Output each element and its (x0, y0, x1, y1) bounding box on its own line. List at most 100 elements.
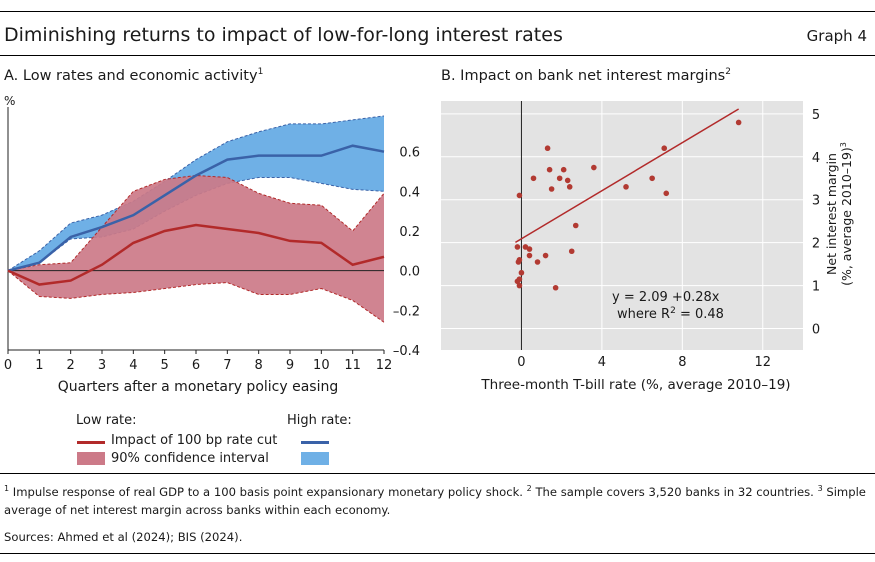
legend-band-label: 90% confidence interval (111, 451, 269, 466)
scatter-point (649, 175, 655, 182)
scatter-point (566, 184, 573, 190)
panel-a-x-tick-label: 4 (129, 358, 137, 373)
panel-a-x-tick-label: 1 (35, 358, 43, 373)
panel-b-y-axis-label: Net interest margin (%, average 2010–19)… (824, 142, 854, 286)
footnote-2-number: 2 (526, 484, 532, 493)
scatter-point (661, 145, 668, 152)
panel-a-title: A. Low rates and economic activity1 (4, 67, 263, 84)
panel-a-unit-label: % (4, 94, 15, 108)
scatter-point (542, 252, 549, 259)
panel-a-x-tick-label: 12 (376, 358, 393, 373)
graph-number: Graph 4 (806, 27, 867, 45)
scatter-point (514, 244, 521, 250)
panel-b-x-tick-label: 0 (517, 355, 525, 370)
high-rate-upper-bound (7, 115, 385, 272)
panel-a-chart: 0 1 2 3 4 5 6 7 8 9 10 11 12–0.4–0.20.00.20.40.6 (4, 107, 420, 373)
panel-a-x-tick-label: 10 (313, 358, 330, 373)
panel-b-x-tick-label: 4 (598, 355, 606, 370)
scatter-point (516, 282, 523, 289)
footnote-1: Impulse response of real GDP to a 100 ba… (9, 484, 527, 499)
scatter-point (544, 145, 551, 152)
footnote-1-number: 1 (4, 484, 10, 493)
scatter-point (572, 222, 579, 229)
scatter-point (518, 269, 525, 276)
legend-line-label: Impact of 100 bp rate cut (111, 433, 278, 448)
panel-b-x-tick-label: 12 (755, 355, 772, 370)
panel-a-x-tick-label: 9 (286, 358, 294, 373)
panel-b-plot-area (441, 101, 803, 350)
footnotes: 1 Impulse response of real GDP to a 100 … (4, 480, 870, 519)
legend-high-rate-header: High rate: (287, 413, 352, 428)
scatter-point (516, 276, 523, 282)
scatter-point (564, 177, 571, 184)
footnote-2: The sample covers 3,520 banks in 32 coun… (531, 484, 818, 499)
panel-b-title-text: B. Impact on bank net interest margins (441, 67, 726, 84)
footnote-rule (0, 473, 875, 474)
title-rule (0, 55, 875, 56)
footnote-3: Simple average of net interest margin ac… (4, 484, 866, 517)
panel-b-y-tick-label: 5 (812, 108, 820, 123)
panel-a-x-tick-label: 5 (161, 358, 169, 373)
scatter-point (568, 248, 575, 255)
panel-a-y-tick-label: 0.4 (399, 185, 420, 200)
panel-a-title-sup: 1 (257, 67, 264, 77)
panel-a-x-tick-label: 7 (223, 358, 231, 373)
footnote-3-number: 3 (817, 484, 823, 493)
panel-b-y-tick-label: 1 (812, 280, 820, 295)
panel-a-x-tick-label: 2 (67, 358, 75, 373)
regression-equation: y = 2.09 +0.28x where R2 = 0.48 (612, 290, 724, 322)
legend-low-line-swatch (77, 441, 105, 444)
panel-b-x-axis-label: Three-month T-bill rate (%, average 2010… (480, 377, 790, 393)
scatter-point (526, 252, 533, 259)
panel-a-y-tick-label: 0.0 (399, 265, 420, 280)
panel-a-title-text: A. Low rates and economic activity (4, 67, 258, 84)
panel-a-y-tick-label: 0.2 (399, 225, 420, 240)
panel-a-x-axis-label: Quarters after a monetary policy easing (58, 379, 338, 395)
panel-b-y-label-sup: 3 (839, 142, 848, 147)
panel-a-y-tick-label: 0.6 (399, 146, 420, 161)
panel-b-title: B. Impact on bank net interest margins2 (441, 67, 731, 84)
equation-line-2: where R2 = 0.48 (617, 306, 724, 322)
panel-a-x-tick-label: 0 (4, 358, 12, 373)
regression-line (515, 108, 740, 244)
equation-line-1: y = 2.09 +0.28x (612, 290, 720, 305)
scatter-point (591, 164, 597, 171)
scatter-point (526, 246, 533, 252)
panel-b-y-tick-label: 3 (812, 194, 820, 209)
scatter-point (516, 192, 523, 199)
panel-b-y-tick-label: 4 (812, 151, 820, 166)
scatter-point (556, 175, 563, 182)
low-rate-lower-bound (7, 270, 385, 323)
panel-b-title-sup: 2 (725, 67, 731, 77)
scatter-point (546, 166, 553, 173)
legend-low-rate-header: Low rate: (76, 413, 137, 428)
panel-a-y-tick-label: –0.2 (393, 304, 420, 319)
scatter-point (516, 257, 523, 263)
low-rate-confidence-band (8, 175, 384, 323)
panel-b-y-label-line2: (%, average 2010–19)3 (839, 142, 854, 286)
scatter-point (663, 190, 670, 197)
sources: Sources: Ahmed et al (2024); BIS (2024). (4, 530, 243, 544)
low-rate-line (7, 223, 385, 286)
scatter-point (623, 184, 629, 190)
panel-b-y-label-line1: Net interest margin (824, 153, 839, 275)
panel-b-y-tick-label: 0 (812, 323, 820, 338)
panel-a-x-tick-label: 6 (192, 358, 200, 373)
scatter-point (560, 166, 567, 173)
high-rate-line (7, 144, 385, 272)
scatter-point (548, 186, 555, 192)
top-rule (0, 11, 875, 12)
legend-high-band-swatch (301, 452, 329, 465)
scatter-point (530, 175, 537, 182)
panel-a-x-tick-label: 3 (98, 358, 106, 373)
panel-a-x-tick-label: 8 (255, 358, 263, 373)
scatter-point (735, 119, 742, 126)
panel-b-y-tick-label: 2 (812, 237, 820, 252)
bottom-rule (0, 553, 875, 554)
legend-high-line-swatch (301, 441, 329, 444)
panel-a-y-tick-label: –0.4 (393, 344, 420, 359)
panel-b-x-tick-label: 8 (678, 355, 686, 370)
legend-low-band-swatch (77, 452, 105, 465)
